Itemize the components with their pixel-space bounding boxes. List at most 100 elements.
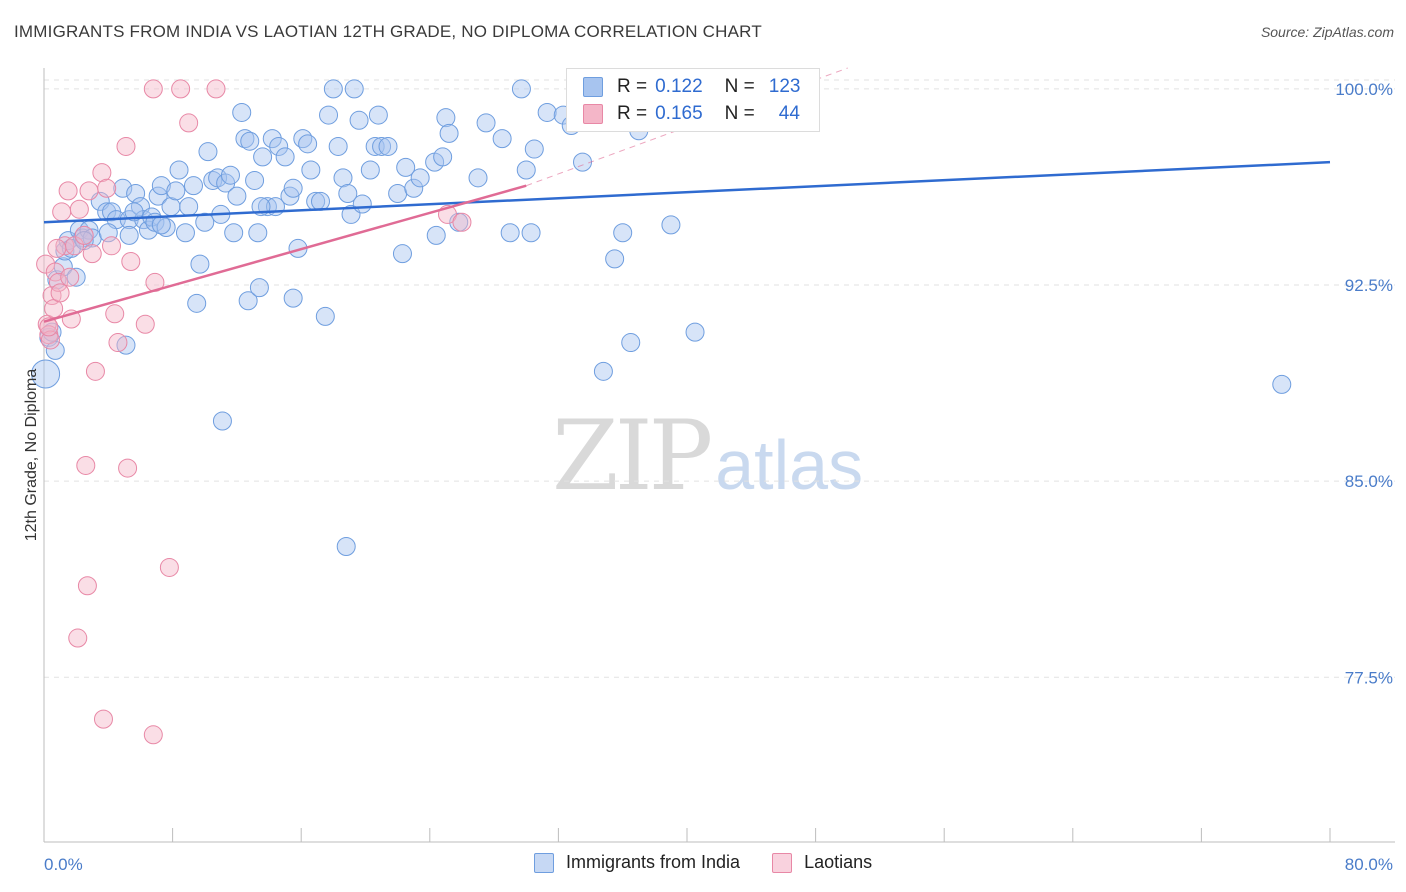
india-point (238, 291, 258, 311)
india-point (426, 225, 446, 245)
india-point (1272, 374, 1292, 394)
india-point (97, 202, 117, 222)
india-point (232, 102, 252, 122)
india-point (220, 165, 240, 185)
india-point (468, 168, 488, 188)
india-point (396, 157, 416, 177)
india-point (156, 218, 176, 238)
bottom-legend-swatch-india (534, 852, 554, 873)
watermark-zip: ZIP (552, 400, 713, 512)
india-point (249, 278, 269, 298)
india-point (573, 152, 593, 172)
india-point (661, 215, 681, 235)
india-point (283, 288, 303, 308)
india-point (151, 176, 171, 196)
y-axis-label: 12th Grade, No Diploma (23, 369, 40, 542)
legend-swatch-laotians (583, 104, 603, 124)
y-tick-label: 85.0% (1345, 472, 1393, 491)
watermark-atlas: atlas (715, 426, 864, 504)
laotian-point (85, 361, 105, 381)
bottom-legend-label-laotians: Laotians (804, 852, 873, 872)
laotian-point (105, 304, 125, 324)
india-point (245, 170, 265, 190)
india-point (338, 184, 358, 204)
laotian-point (116, 136, 136, 156)
india-point (476, 113, 496, 133)
india-point (269, 136, 289, 156)
legend-r-label: R = (617, 103, 648, 124)
laotian-point (452, 212, 472, 232)
bottom-legend: Immigrants from India Laotians (534, 852, 904, 873)
india-point (179, 197, 199, 217)
axes (43, 68, 1395, 843)
laotian-point (74, 225, 94, 245)
series-india-points (31, 79, 1292, 557)
india-point (248, 223, 268, 243)
india-point (333, 168, 353, 188)
india-point (113, 178, 133, 198)
india-trend-line (43, 160, 1331, 224)
trend-lines (43, 67, 1331, 323)
india-point (169, 160, 189, 180)
india-point (31, 359, 61, 389)
legend-n-value: 44 (778, 103, 800, 124)
india-point (368, 105, 388, 125)
india-point (685, 322, 705, 342)
laotian-point (93, 709, 113, 729)
india-point (621, 333, 641, 353)
india-point (436, 108, 456, 128)
laotian-point (143, 79, 163, 99)
laotian-point (92, 163, 112, 183)
india-point (116, 335, 136, 355)
laotian-point (82, 244, 102, 264)
laotian-point (143, 725, 163, 745)
laotian-point (69, 199, 89, 219)
india-point (310, 191, 330, 211)
india-point (301, 160, 321, 180)
series-laotians-points (36, 79, 472, 745)
legend-n-label: N = (724, 103, 755, 124)
india-point (378, 136, 398, 156)
bottom-legend-label-india: Immigrants from India (566, 852, 741, 872)
source-label: Source: ZipAtlas.com (1260, 24, 1394, 40)
legend: R = 0.122 N = 123 R = 0.165 N = 44 (566, 68, 820, 132)
india-point (492, 129, 512, 149)
india-point (298, 134, 318, 154)
india-point (262, 129, 282, 149)
india-point (198, 142, 218, 162)
y-tick-label: 77.5% (1345, 668, 1393, 687)
india-point (235, 129, 255, 149)
india-point (344, 79, 364, 99)
laotian-point (60, 267, 80, 287)
legend-row-india: R = 0.122 N = 123 (567, 74, 800, 100)
x-tick-label-min: 0.0% (44, 855, 83, 874)
laotian-point (135, 314, 155, 334)
laotian-point (102, 236, 122, 256)
laotian-point (45, 262, 65, 282)
india-point (352, 194, 372, 214)
laotian-trend-line (43, 184, 527, 323)
tick-labels: 100.0% 92.5% 85.0% 77.5% 0.0% 80.0% (44, 80, 1393, 874)
legend-r-label: R = (617, 76, 648, 97)
laotian-point (55, 236, 75, 256)
india-point (392, 244, 412, 264)
india-point (119, 225, 139, 245)
india-point (511, 79, 531, 99)
legend-row-laotians: R = 0.165 N = 44 (567, 101, 800, 127)
india-point (500, 223, 520, 243)
laotian-point (97, 178, 117, 198)
x-tick-label-max: 80.0% (1345, 855, 1393, 874)
laotian-point (118, 458, 138, 478)
laotian-point (121, 252, 141, 271)
laotian-point (159, 557, 179, 577)
laotian-point (52, 202, 72, 222)
india-point (593, 361, 613, 381)
india-point (224, 223, 244, 243)
india-point (439, 123, 459, 143)
india-point (404, 178, 424, 198)
india-point (66, 267, 86, 287)
india-point (212, 411, 232, 431)
india-point (524, 139, 544, 159)
india-point (521, 223, 541, 243)
